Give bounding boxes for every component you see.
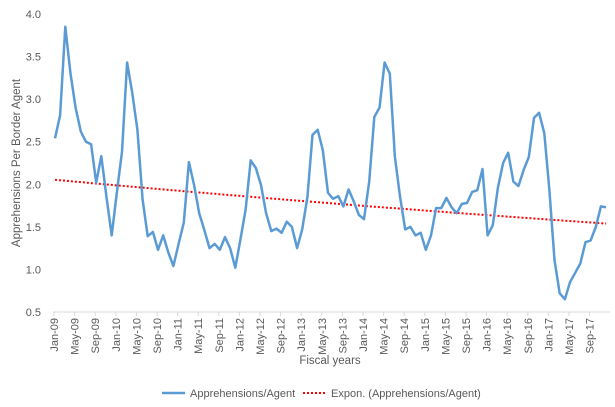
x-tick-label: Jan-13 bbox=[296, 318, 308, 352]
series-line-apprehensions-agent bbox=[53, 25, 607, 301]
x-tick-label: May-11 bbox=[193, 318, 205, 354]
legend-label-trendline: Expon. (Apprehensions/Agent) bbox=[331, 388, 481, 400]
x-tick-label: May-12 bbox=[255, 318, 267, 355]
x-tick-label: May-13 bbox=[317, 318, 329, 355]
y-tick-label: 3.5 bbox=[26, 52, 41, 64]
x-tick-label: Jan-16 bbox=[482, 318, 494, 352]
x-tick-label: Sep-13 bbox=[337, 318, 349, 353]
y-tick-label: 0.5 bbox=[26, 307, 41, 319]
y-tick-label: 4.0 bbox=[26, 9, 41, 21]
x-tick-label: May-14 bbox=[379, 318, 391, 355]
x-tick-label: Sep-14 bbox=[399, 318, 411, 353]
x-tick-label: Jan-10 bbox=[111, 318, 123, 352]
x-tick-label: Jan-12 bbox=[234, 318, 246, 352]
y-tick-label: 2.0 bbox=[26, 179, 41, 191]
x-tick-label: May-09 bbox=[70, 318, 82, 355]
x-tick-label: Sep-15 bbox=[461, 318, 473, 353]
x-tick-label: Jan-17 bbox=[543, 318, 555, 352]
x-tick-label: Sep-09 bbox=[90, 318, 102, 353]
y-tick-label: 1.0 bbox=[26, 264, 41, 276]
x-tick-label: Sep-16 bbox=[523, 318, 535, 353]
y-axis-title: Apprehensions Per Border Agent bbox=[11, 78, 23, 247]
x-tick-label: May-16 bbox=[502, 318, 514, 355]
x-tick-label: Sep-10 bbox=[152, 318, 164, 353]
x-tick-label: Jan-15 bbox=[420, 318, 432, 352]
y-tick-label: 1.5 bbox=[26, 222, 41, 234]
x-tick-label: Jan-14 bbox=[358, 318, 370, 352]
x-tick-label: May-10 bbox=[131, 318, 143, 355]
trendline-expon bbox=[54, 178, 607, 225]
x-axis-title: Fiscal years bbox=[299, 355, 361, 367]
legend: Apprehensions/Agent Expon. (Apprehension… bbox=[162, 388, 481, 400]
x-tick-label: Sep-11 bbox=[214, 318, 226, 353]
x-tick-label: Jan-11 bbox=[173, 318, 185, 351]
legend-label-apprehensions-agent: Apprehensions/Agent bbox=[190, 388, 295, 400]
y-tick-label: 2.5 bbox=[26, 137, 41, 149]
x-tick-label: Sep-17 bbox=[585, 318, 597, 353]
y-tick-label: 3.0 bbox=[26, 94, 41, 106]
x-tick-label: May-15 bbox=[440, 318, 452, 355]
x-tick-label: Sep-12 bbox=[276, 318, 288, 353]
x-tick-label: Jan-09 bbox=[49, 318, 61, 352]
x-tick-label: May-17 bbox=[564, 318, 576, 355]
